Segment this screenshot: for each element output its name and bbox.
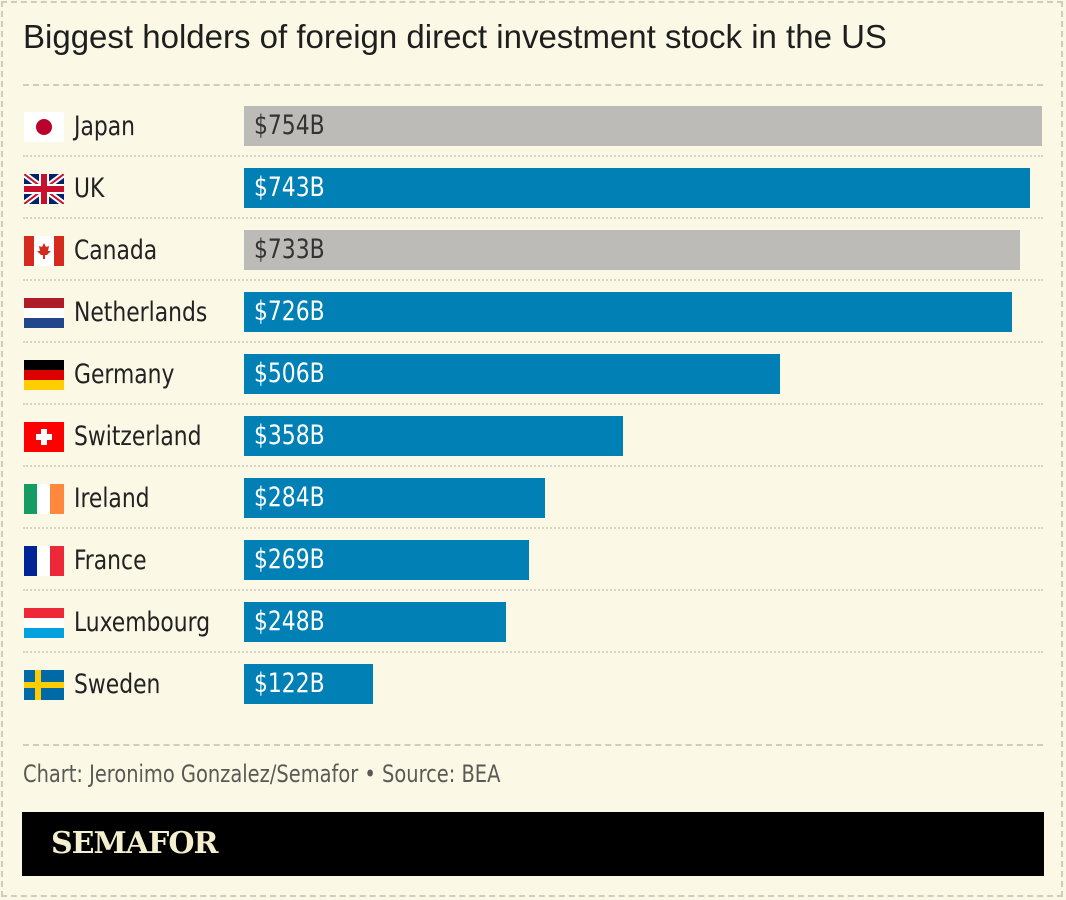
- category-label: Sweden: [74, 669, 161, 700]
- canada-flag-icon: [24, 236, 64, 266]
- value-label: $358B: [254, 420, 325, 451]
- bar: $754B: [244, 106, 1042, 146]
- row-divider: [23, 651, 1043, 653]
- category-label: Japan: [74, 111, 135, 142]
- luxembourg-flag-icon: [24, 608, 64, 638]
- category-label: Germany: [74, 359, 175, 390]
- row-divider: [23, 279, 1043, 281]
- switzerland-flag-icon: [24, 422, 64, 452]
- bar: $122B: [244, 664, 374, 704]
- row-divider: [23, 589, 1043, 591]
- bar: $248B: [244, 602, 507, 642]
- category-label: France: [74, 545, 147, 576]
- bar-row: Germany $506B: [23, 354, 1043, 420]
- row-divider: [23, 341, 1043, 343]
- bar: $358B: [244, 416, 623, 456]
- value-label: $733B: [254, 234, 325, 265]
- value-label: $743B: [254, 172, 325, 203]
- row-divider: [23, 403, 1043, 405]
- logo-band: SEMAFOR: [22, 812, 1044, 876]
- category-label: Ireland: [74, 483, 150, 514]
- bar: $269B: [244, 540, 529, 580]
- bar: $506B: [244, 354, 780, 394]
- bar-row: UK $743B: [23, 168, 1043, 234]
- bar: $726B: [244, 292, 1013, 332]
- bar: $284B: [244, 478, 545, 518]
- category-label: Switzerland: [74, 421, 202, 452]
- category-label: UK: [74, 173, 105, 204]
- value-label: $248B: [254, 606, 325, 637]
- bar: $733B: [244, 230, 1020, 270]
- france-flag-icon: [24, 546, 64, 576]
- bar-row: Canada $733B: [23, 230, 1043, 296]
- chart-credit: Chart: Jeronimo Gonzalez/Semafor • Sourc…: [23, 760, 501, 788]
- row-divider: [23, 155, 1043, 157]
- bar-row: Sweden $122B: [23, 664, 1043, 730]
- netherlands-flag-icon: [24, 298, 64, 328]
- value-label: $754B: [254, 110, 325, 141]
- germany-flag-icon: [24, 360, 64, 390]
- bar-row: Japan $754B: [23, 106, 1043, 172]
- category-label: Luxembourg: [74, 607, 211, 638]
- title-divider: [23, 84, 1043, 86]
- bar-row: Netherlands $726B: [23, 292, 1043, 358]
- category-label: Canada: [74, 235, 158, 266]
- semafor-logo: SEMAFOR: [51, 826, 218, 861]
- row-divider: [23, 465, 1043, 467]
- category-label: Netherlands: [74, 297, 208, 328]
- chart-title: Biggest holders of foreign direct invest…: [23, 18, 887, 55]
- bar: $743B: [244, 168, 1031, 208]
- ireland-flag-icon: [24, 484, 64, 514]
- value-label: $284B: [254, 482, 325, 513]
- bar-row: France $269B: [23, 540, 1043, 606]
- bar-row: Luxembourg $248B: [23, 602, 1043, 668]
- footer-divider: [23, 744, 1043, 746]
- value-label: $269B: [254, 544, 325, 575]
- sweden-flag-icon: [24, 670, 64, 700]
- value-label: $506B: [254, 358, 325, 389]
- japan-flag-icon: [24, 112, 64, 142]
- bar-row: Ireland $284B: [23, 478, 1043, 544]
- row-divider: [23, 527, 1043, 529]
- row-divider: [23, 217, 1043, 219]
- uk-flag-icon: [24, 174, 64, 204]
- value-label: $122B: [254, 668, 325, 699]
- value-label: $726B: [254, 296, 325, 327]
- bar-row: Switzerland $358B: [23, 416, 1043, 482]
